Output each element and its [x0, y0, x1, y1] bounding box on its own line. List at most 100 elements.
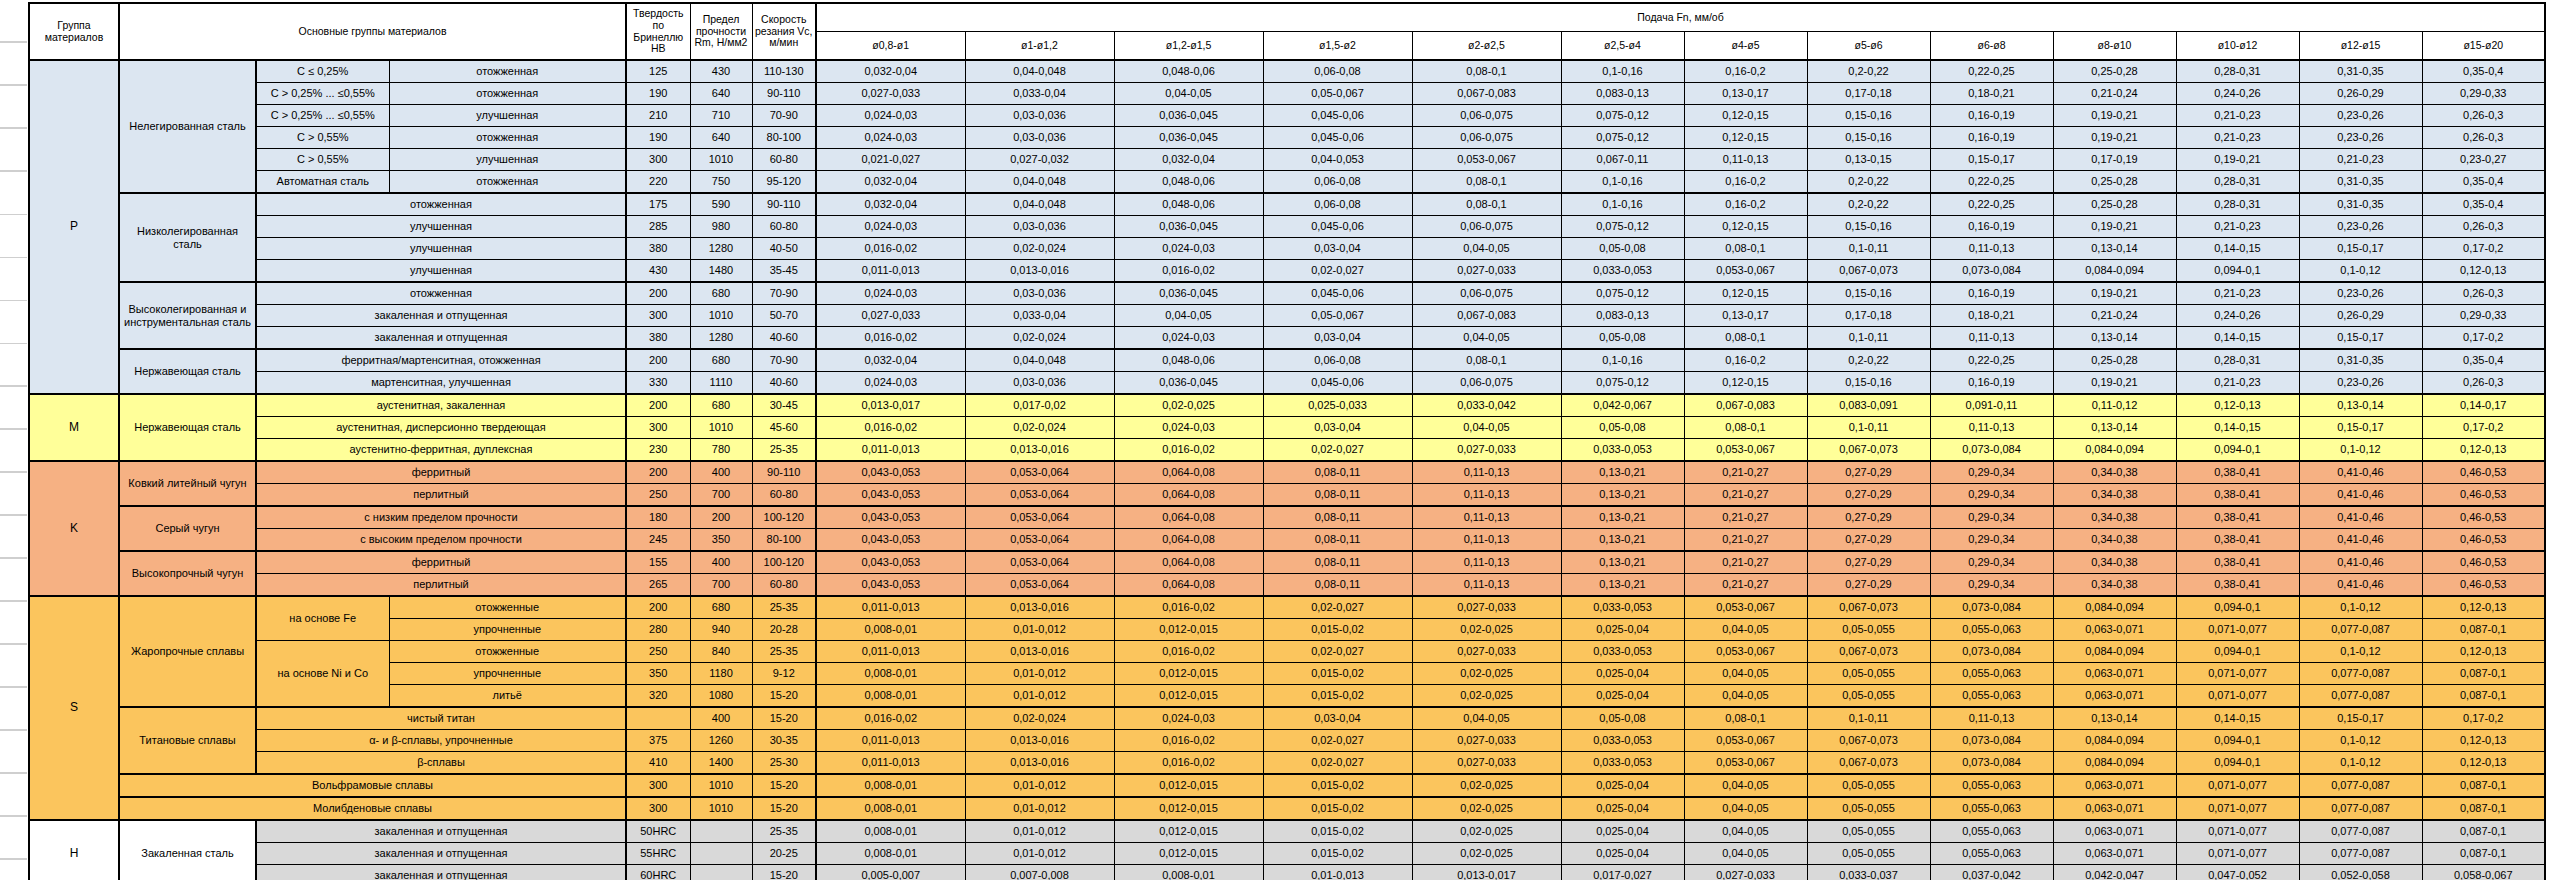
strength-cell[interactable]: 1400 [690, 752, 752, 775]
feed-cell[interactable]: 0,23-0,26 [2299, 282, 2422, 305]
feed-cell[interactable]: 0,41-0,46 [2299, 461, 2422, 484]
feed-cell[interactable]: 0,033-0,053 [1561, 439, 1684, 462]
feed-cell[interactable]: 0,075-0,12 [1561, 127, 1684, 149]
feed-cell[interactable]: 0,13-0,21 [1561, 551, 1684, 574]
feed-cell[interactable]: 0,26-0,3 [2422, 105, 2545, 127]
strength-cell[interactable]: 1010 [690, 417, 752, 439]
material-cell[interactable]: Нелегированная сталь [119, 60, 256, 193]
feed-cell[interactable]: 0,015-0,02 [1263, 843, 1412, 865]
feed-cell[interactable]: 0,033-0,037 [1807, 865, 1930, 880]
feed-cell[interactable]: 0,063-0,071 [2053, 685, 2176, 708]
feed-cell[interactable]: 0,12-0,13 [2422, 439, 2545, 462]
feed-cell[interactable]: 0,21-0,27 [1684, 551, 1807, 574]
feed-cell[interactable]: 0,12-0,13 [2422, 730, 2545, 752]
feed-cell[interactable]: 0,067-0,073 [1807, 596, 1930, 619]
feed-cell[interactable]: 0,28-0,31 [2176, 171, 2299, 194]
strength-cell[interactable]: 400 [690, 551, 752, 574]
feed-cell[interactable]: 0,13-0,21 [1561, 506, 1684, 529]
feed-cell[interactable]: 0,077-0,087 [2299, 797, 2422, 820]
feed-cell[interactable]: 0,27-0,29 [1807, 461, 1930, 484]
feed-cell[interactable]: 0,05-0,08 [1561, 327, 1684, 350]
feed-cell[interactable]: 0,04-0,05 [1684, 663, 1807, 685]
strength-cell[interactable]: 200 [690, 506, 752, 529]
feed-cell[interactable]: 0,064-0,08 [1114, 529, 1263, 552]
feed-cell[interactable]: 0,091-0,11 [1930, 394, 2053, 417]
feed-cell[interactable]: 0,13-0,17 [1684, 83, 1807, 105]
feed-cell[interactable]: 0,1-0,16 [1561, 349, 1684, 372]
feed-cell[interactable]: 0,41-0,46 [2299, 574, 2422, 597]
strength-cell[interactable]: 1280 [690, 327, 752, 350]
material-cell[interactable]: Ковкий литейный чугун [119, 461, 256, 506]
feed-cell[interactable]: 0,34-0,38 [2053, 461, 2176, 484]
feed-cell[interactable]: 0,033-0,04 [965, 83, 1114, 105]
feed-cell[interactable]: 0,067-0,073 [1807, 730, 1930, 752]
feed-cell[interactable]: 0,008-0,01 [816, 685, 965, 708]
header-diameter-range[interactable]: ø15-ø20 [2422, 32, 2545, 61]
feed-cell[interactable]: 0,087-0,1 [2422, 663, 2545, 685]
feed-cell[interactable]: 0,048-0,06 [1114, 171, 1263, 194]
feed-cell[interactable]: 0,008-0,01 [1114, 865, 1263, 880]
feed-cell[interactable]: 0,04-0,048 [965, 349, 1114, 372]
feed-cell[interactable]: 0,19-0,21 [2176, 149, 2299, 171]
feed-cell[interactable]: 0,06-0,08 [1263, 193, 1412, 216]
feed-cell[interactable]: 0,008-0,01 [816, 619, 965, 641]
header-diameter-range[interactable]: ø5-ø6 [1807, 32, 1930, 61]
speed-cell[interactable]: 30-35 [752, 730, 816, 752]
material-cell[interactable]: аустенитная, закаленная [256, 394, 626, 417]
hardness-cell[interactable]: 380 [626, 238, 690, 260]
feed-cell[interactable]: 0,1-0,11 [1807, 417, 1930, 439]
feed-cell[interactable]: 0,016-0,02 [1114, 641, 1263, 663]
strength-cell[interactable]: 1180 [690, 663, 752, 685]
speed-cell[interactable]: 25-35 [752, 439, 816, 462]
feed-cell[interactable]: 0,075-0,12 [1561, 372, 1684, 395]
material-cell[interactable]: ферритная/мартенситная, отожженная [256, 349, 626, 372]
feed-cell[interactable]: 0,087-0,1 [2422, 820, 2545, 843]
feed-cell[interactable]: 0,053-0,064 [965, 529, 1114, 552]
material-cell[interactable]: β-сплавы [256, 752, 626, 775]
feed-cell[interactable]: 0,46-0,53 [2422, 551, 2545, 574]
feed-cell[interactable]: 0,04-0,048 [965, 60, 1114, 83]
feed-cell[interactable]: 0,26-0,3 [2422, 372, 2545, 395]
feed-cell[interactable]: 0,15-0,17 [2299, 327, 2422, 350]
feed-cell[interactable]: 0,17-0,19 [2053, 149, 2176, 171]
header-main-material-groups[interactable]: Основные группы материалов [119, 3, 626, 60]
feed-cell[interactable]: 0,043-0,053 [816, 574, 965, 597]
feed-cell[interactable]: 0,16-0,2 [1684, 349, 1807, 372]
feed-cell[interactable]: 0,067-0,083 [1684, 394, 1807, 417]
group-letter-cell[interactable]: S [29, 596, 119, 820]
feed-cell[interactable]: 0,016-0,02 [816, 417, 965, 439]
feed-cell[interactable]: 0,41-0,46 [2299, 529, 2422, 552]
feed-cell[interactable]: 0,04-0,05 [1412, 417, 1561, 439]
material-cell[interactable]: отожженная [389, 127, 626, 149]
feed-cell[interactable]: 0,1-0,11 [1807, 327, 1930, 350]
hardness-cell[interactable]: 300 [626, 774, 690, 797]
feed-cell[interactable]: 0,21-0,23 [2176, 372, 2299, 395]
feed-cell[interactable]: 0,02-0,024 [965, 238, 1114, 260]
feed-cell[interactable]: 0,15-0,17 [1930, 149, 2053, 171]
hardness-cell[interactable]: 250 [626, 484, 690, 507]
feed-cell[interactable]: 0,35-0,4 [2422, 193, 2545, 216]
feed-cell[interactable]: 0,21-0,27 [1684, 484, 1807, 507]
hardness-cell[interactable]: 250 [626, 641, 690, 663]
feed-cell[interactable]: 0,25-0,28 [2053, 171, 2176, 194]
feed-cell[interactable]: 0,04-0,053 [1263, 149, 1412, 171]
feed-cell[interactable]: 0,01-0,013 [1263, 865, 1412, 880]
strength-cell[interactable]: 780 [690, 439, 752, 462]
feed-cell[interactable]: 0,033-0,053 [1561, 641, 1684, 663]
feed-cell[interactable]: 0,05-0,08 [1561, 238, 1684, 260]
feed-cell[interactable]: 0,071-0,077 [2176, 663, 2299, 685]
feed-cell[interactable]: 0,067-0,073 [1807, 752, 1930, 775]
feed-cell[interactable]: 0,04-0,05 [1684, 685, 1807, 708]
feed-cell[interactable]: 0,29-0,34 [1930, 484, 2053, 507]
feed-cell[interactable]: 0,21-0,23 [2176, 105, 2299, 127]
feed-cell[interactable]: 0,036-0,045 [1114, 282, 1263, 305]
feed-cell[interactable]: 0,38-0,41 [2176, 461, 2299, 484]
feed-cell[interactable]: 0,067-0,083 [1412, 83, 1561, 105]
feed-cell[interactable]: 0,03-0,036 [965, 105, 1114, 127]
feed-cell[interactable]: 0,1-0,12 [2299, 596, 2422, 619]
feed-cell[interactable]: 0,045-0,06 [1263, 105, 1412, 127]
feed-cell[interactable]: 0,05-0,055 [1807, 843, 1930, 865]
feed-cell[interactable]: 0,34-0,38 [2053, 551, 2176, 574]
feed-cell[interactable]: 0,011-0,013 [816, 752, 965, 775]
material-cell[interactable]: мартенситная, улучшенная [256, 372, 626, 395]
